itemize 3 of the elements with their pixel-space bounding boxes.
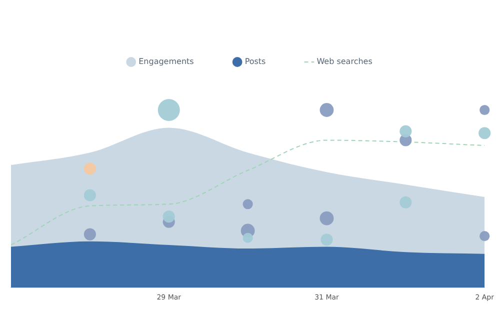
legend-label: Web searches [316, 57, 372, 66]
legend-label: Engagements [138, 57, 194, 66]
legend-label: Posts [244, 57, 266, 66]
